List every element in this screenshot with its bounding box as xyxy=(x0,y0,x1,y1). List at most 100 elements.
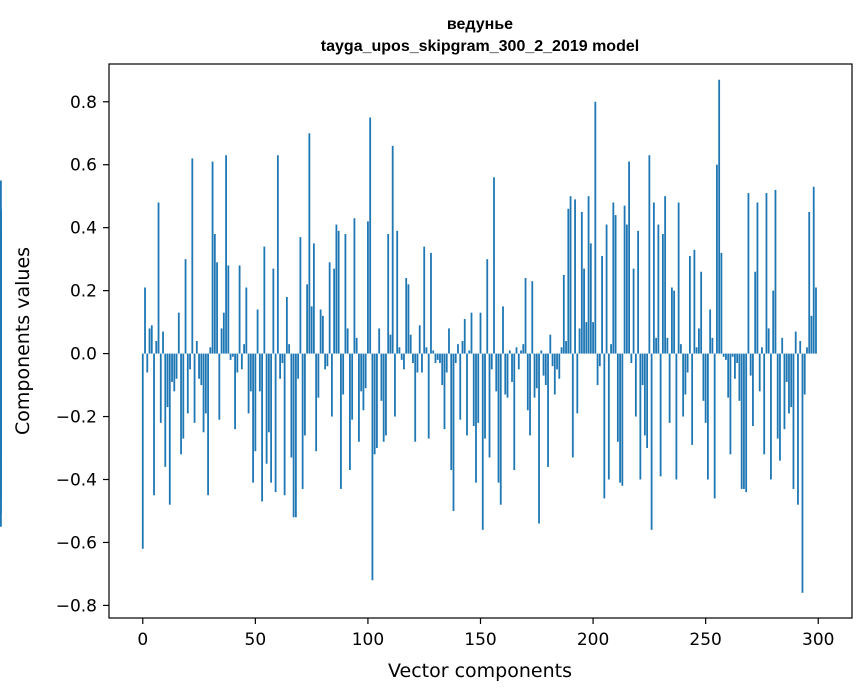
bar-121 xyxy=(414,353,417,442)
bar-243 xyxy=(688,256,691,354)
bar-277 xyxy=(765,193,768,354)
bar-67 xyxy=(292,353,295,518)
bar-227 xyxy=(652,202,655,354)
bar-78 xyxy=(317,353,320,398)
bar-234 xyxy=(668,353,671,423)
bar-202 xyxy=(596,353,599,386)
bar-165 xyxy=(513,353,516,471)
bar-215 xyxy=(625,224,628,354)
bar-87 xyxy=(337,230,340,354)
bar-44 xyxy=(240,353,243,370)
bar-undefined xyxy=(0,353,2,527)
bar-147 xyxy=(472,353,475,426)
bar-264 xyxy=(736,353,739,364)
bar-269 xyxy=(747,193,750,354)
bar-287 xyxy=(788,353,790,414)
bar-10 xyxy=(164,353,167,467)
bar-178 xyxy=(542,353,545,376)
bar-279 xyxy=(770,353,772,480)
bar-3 xyxy=(148,328,151,354)
y-tick-label: 0.6 xyxy=(70,156,97,176)
bar-158 xyxy=(497,353,500,483)
bar-272 xyxy=(754,271,757,354)
bar-255 xyxy=(716,164,718,354)
bar-36 xyxy=(222,312,225,354)
bar-248 xyxy=(700,271,703,354)
bar-286 xyxy=(785,353,788,382)
bar-88 xyxy=(340,353,342,489)
bar-99 xyxy=(364,353,367,389)
bar-179 xyxy=(544,353,547,386)
bar-75 xyxy=(310,306,313,354)
bar-239 xyxy=(679,344,682,354)
bar-268 xyxy=(745,353,748,493)
bar-163 xyxy=(508,350,511,354)
bar-51 xyxy=(256,309,259,354)
bar-190 xyxy=(569,196,572,354)
bar-175 xyxy=(535,353,538,389)
bar-140 xyxy=(457,344,459,354)
bar-11 xyxy=(166,353,169,408)
bar-149 xyxy=(477,353,480,423)
bar-54 xyxy=(263,246,266,354)
bar-71 xyxy=(301,353,304,489)
bar-130 xyxy=(434,353,437,364)
bar-155 xyxy=(490,353,493,370)
bar-70 xyxy=(299,237,302,354)
bar-73 xyxy=(306,284,309,354)
bar-124 xyxy=(421,353,423,373)
bar-195 xyxy=(580,211,583,354)
bar-31 xyxy=(211,161,214,354)
y-tick-label: −0.6 xyxy=(56,533,97,553)
bar-100 xyxy=(367,221,369,354)
bar-238 xyxy=(677,202,680,354)
y-axis-label: Components values xyxy=(12,247,34,435)
bar-9 xyxy=(162,331,164,354)
chart-subtitle: tayga_upos_skipgram_300_2_2019 model xyxy=(321,38,639,55)
bar-97 xyxy=(360,353,363,392)
bar-118 xyxy=(407,284,410,354)
x-tick-label: 300 xyxy=(802,630,834,650)
bar-242 xyxy=(686,353,689,373)
bar-212 xyxy=(619,353,621,483)
y-tick-label: −0.2 xyxy=(56,408,97,428)
bar-79 xyxy=(319,309,322,354)
bar-211 xyxy=(616,353,619,442)
bar-261 xyxy=(729,353,732,455)
bar-50 xyxy=(254,353,257,452)
bar-246 xyxy=(695,347,698,354)
bar-156 xyxy=(493,177,495,354)
bar-27 xyxy=(202,353,205,433)
bar-110 xyxy=(389,334,392,354)
bar-66 xyxy=(290,353,293,458)
y-tick-label: 0.2 xyxy=(70,282,97,302)
bar-116 xyxy=(403,353,405,370)
bar-127 xyxy=(427,353,430,439)
bar-196 xyxy=(583,268,585,354)
bar-221 xyxy=(639,353,642,480)
bar-253 xyxy=(711,337,714,354)
bar-187 xyxy=(562,274,565,354)
bar-152 xyxy=(484,353,486,439)
bar-undefined xyxy=(0,211,2,354)
y-tick-label: −0.4 xyxy=(56,471,97,491)
bar-299 xyxy=(815,287,817,354)
bar-192 xyxy=(574,199,576,354)
bar-199 xyxy=(589,243,592,354)
bar-114 xyxy=(398,347,401,354)
bar-183 xyxy=(553,353,556,395)
bar-288 xyxy=(790,353,793,408)
bar-296 xyxy=(808,211,811,354)
bar-34 xyxy=(218,353,221,420)
bar-46 xyxy=(245,287,248,354)
bar-48 xyxy=(249,353,252,392)
bar-33 xyxy=(216,262,218,354)
bar-7 xyxy=(157,202,160,354)
bar-162 xyxy=(506,353,509,398)
bar-217 xyxy=(630,353,633,364)
bar-128 xyxy=(430,252,432,354)
bar-55 xyxy=(265,353,268,464)
bar-228 xyxy=(655,337,658,354)
bar-17 xyxy=(180,353,182,455)
